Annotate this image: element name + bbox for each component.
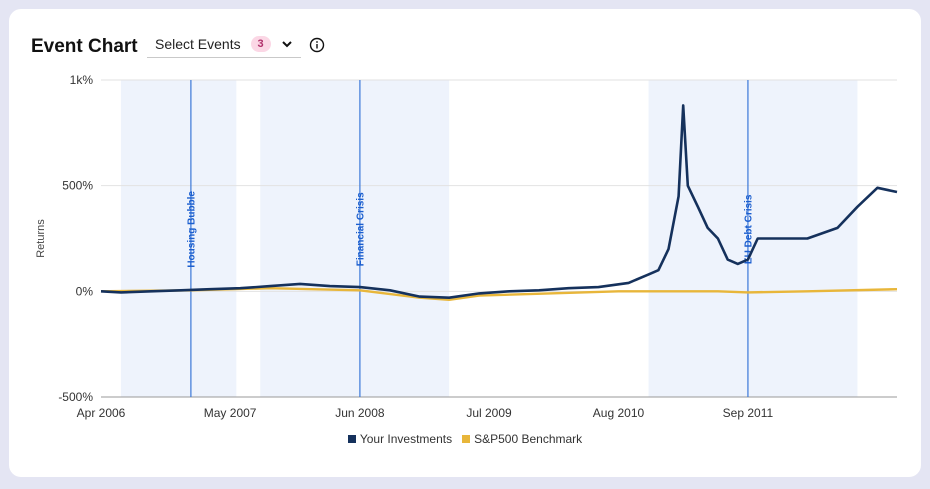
x-tick-label: Apr 2006	[77, 406, 126, 420]
x-tick-label: Sep 2011	[723, 406, 774, 420]
legend-swatch-investments	[347, 435, 356, 443]
select-events-label: Select Events	[155, 36, 241, 52]
page-title: Event Chart	[31, 36, 138, 57]
x-tick-label: Aug 2010	[593, 406, 645, 420]
y-tick-label: -500%	[58, 390, 93, 404]
chart-header: Event Chart	[31, 35, 138, 59]
info-icon[interactable]	[309, 37, 325, 53]
selected-count-badge: 3	[250, 36, 271, 52]
y-tick-label: 0%	[76, 284, 94, 298]
x-tick-label: Jun 2008	[335, 406, 385, 420]
event-label: Financial Crisis	[355, 192, 366, 266]
event-band	[120, 80, 237, 397]
y-tick-label: 1k%	[70, 73, 94, 87]
series-line-investments	[100, 104, 898, 299]
event-label: EU Debt Crisis	[743, 194, 754, 264]
x-tick-label: Jul 2009	[466, 406, 512, 420]
chevron-down-icon[interactable]	[281, 38, 293, 50]
legend-item-investments[interactable]: Your Investments	[347, 432, 453, 446]
legend-label-benchmark: S&P500 Benchmark	[474, 432, 583, 446]
event-chart-card: Event Chart Select Events 3 -500% 0% 500% 1…	[9, 9, 921, 477]
legend-item-benchmark[interactable]: S&P500 Benchmark	[462, 432, 582, 446]
select-events-dropdown[interactable]: Select Events 3	[147, 31, 301, 58]
y-axis-label: Returns	[35, 219, 47, 258]
line-chart: -500% 0% 500% 1k% Apr 2006 May 2007 Jun 2008 J…	[35, 73, 898, 420]
series-line-benchmark	[100, 287, 898, 301]
y-tick-label: 500%	[62, 179, 93, 193]
x-tick-label: May 2007	[204, 406, 257, 420]
event-band	[648, 80, 858, 397]
chart-legend: Your Investments S&P500 Benchmark	[9, 432, 921, 446]
legend-swatch-benchmark	[462, 435, 471, 443]
event-label: Housing Bubble	[186, 191, 197, 268]
event-band	[260, 80, 450, 397]
legend-label-investments: Your Investments	[359, 432, 453, 446]
